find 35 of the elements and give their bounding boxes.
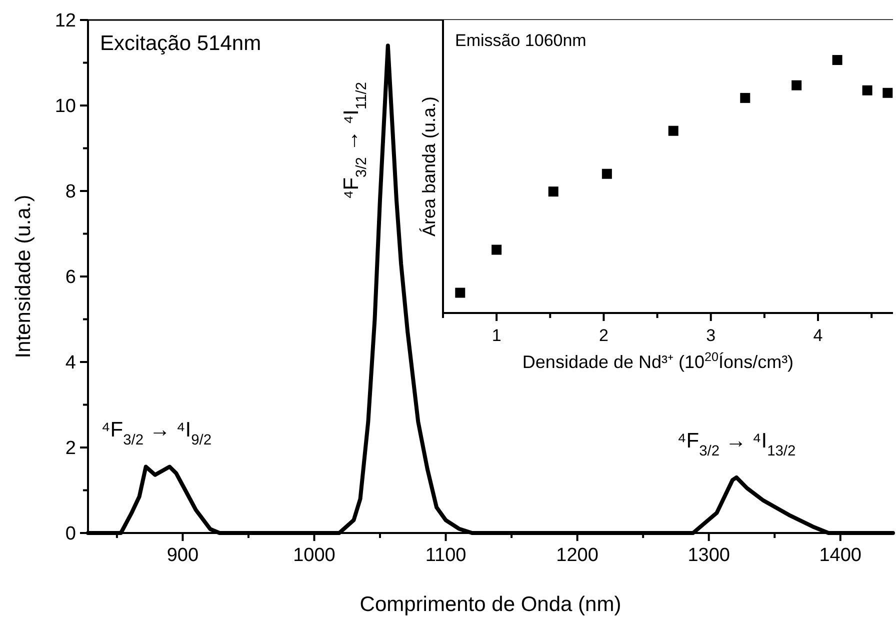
point [668, 126, 678, 136]
x-tick-label: 1000 [293, 545, 336, 566]
x-tick-label: 3 [706, 326, 716, 345]
x-tick-label: 1100 [425, 545, 466, 566]
y-tick-label: 10 [54, 96, 76, 118]
y-tick-label: 6 [65, 267, 76, 288]
y-axis-title: Intensidade (u.a.) [12, 194, 35, 358]
x-axis-title: Comprimento de Onda (nm) [360, 593, 622, 616]
x-tick-label: 1200 [556, 545, 598, 566]
point [602, 168, 612, 179]
y-tick-label: 0 [65, 524, 76, 545]
y-tick-label: 2 [65, 438, 76, 460]
point [548, 186, 558, 197]
point [455, 288, 466, 298]
x-axis-title: Densidade de Nd³⁺ (10$^{20}$Íons/cm³) [522, 350, 794, 372]
annotation: Emissão 1060nm [455, 31, 586, 50]
annotation: Excitação 514nm [100, 32, 262, 55]
y-tick-label: 12 [54, 10, 76, 32]
y-axis-title: Área banda (u.a.) [419, 96, 439, 237]
point [792, 80, 802, 90]
x-tick-label: 900 [166, 545, 199, 566]
point [740, 92, 750, 103]
point [492, 244, 502, 255]
annotation: ⁴F$_{3/2}$ → ⁴I$_{13/2}$ [677, 429, 796, 460]
y-tick-label: 8 [65, 182, 76, 203]
x-tick-label: 4 [813, 326, 823, 345]
point [832, 55, 842, 65]
x-tick-label: 1300 [688, 545, 730, 566]
x-tick-label: 2 [598, 326, 608, 345]
x-tick-label: 1 [492, 326, 502, 345]
point [882, 88, 893, 98]
y-tick-label: 4 [65, 352, 76, 374]
x-tick-label: 1400 [819, 545, 862, 566]
point [862, 85, 872, 96]
annotation: ⁴F$_{3/2}$ → ⁴I$_{9/2}$ [101, 418, 212, 449]
